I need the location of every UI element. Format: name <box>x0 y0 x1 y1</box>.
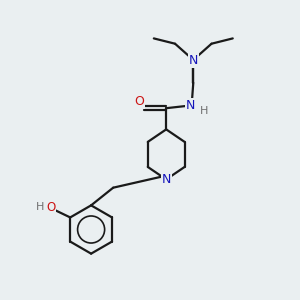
Text: N: N <box>161 173 171 186</box>
Text: H: H <box>200 106 208 116</box>
Text: O: O <box>134 95 144 108</box>
Text: N: N <box>186 99 196 112</box>
Text: H: H <box>35 202 44 212</box>
Text: N: N <box>189 54 198 67</box>
Text: O: O <box>46 201 56 214</box>
